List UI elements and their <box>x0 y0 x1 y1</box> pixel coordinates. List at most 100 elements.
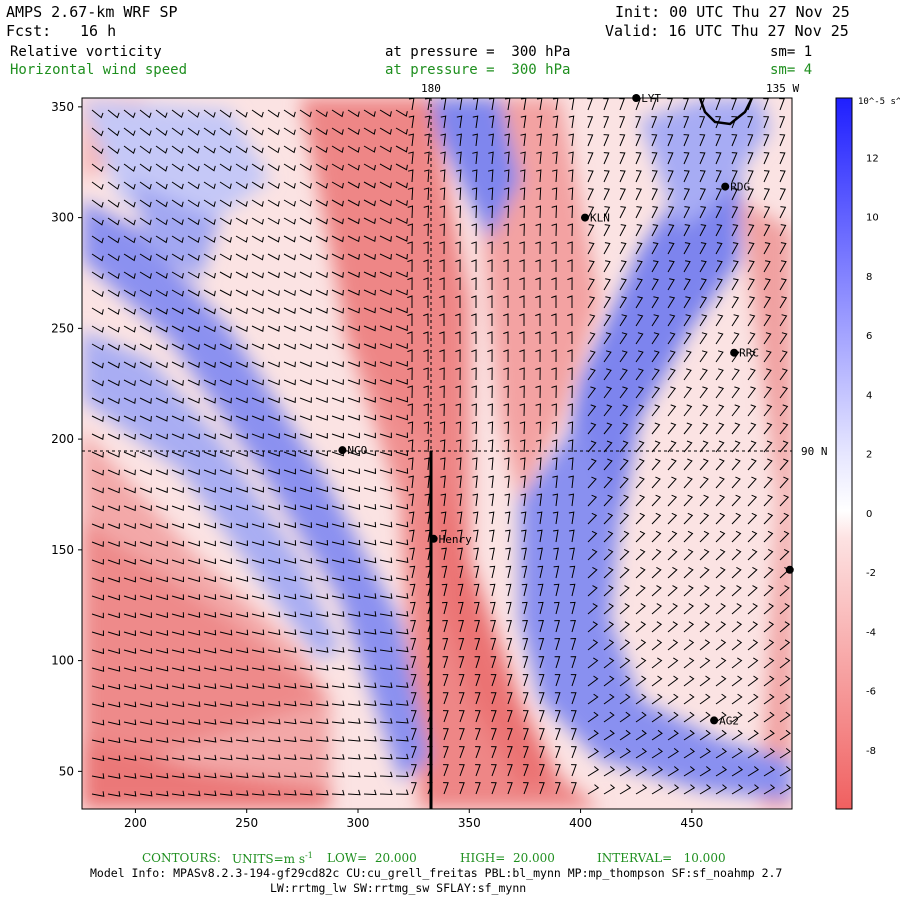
wind-barb <box>347 397 360 403</box>
wind-barb <box>410 710 417 723</box>
wind-barb <box>251 647 265 654</box>
wind-barb <box>251 451 264 457</box>
wind-barb <box>235 307 248 315</box>
wind-barb <box>363 753 377 760</box>
wind-barb <box>747 206 755 219</box>
wind-barb <box>139 217 152 226</box>
wind-barb <box>567 385 573 399</box>
wind-barb <box>187 253 200 261</box>
wind-barb <box>488 475 494 489</box>
wind-barb <box>251 558 265 564</box>
wind-barb <box>538 692 545 705</box>
wind-barb <box>520 475 526 489</box>
wind-barb <box>251 361 264 368</box>
wind-barb <box>699 458 709 471</box>
wind-barb <box>347 718 361 724</box>
wind-barb <box>187 522 200 529</box>
colorbar-tick-label: 8 <box>866 272 872 283</box>
wind-barb <box>139 719 153 726</box>
wind-barb <box>171 325 184 333</box>
wind-barb <box>439 385 445 399</box>
wind-barb <box>251 145 264 154</box>
wind-barb <box>455 421 462 435</box>
wind-barb <box>635 639 647 651</box>
wind-barb <box>587 603 598 615</box>
wind-barb <box>187 199 200 208</box>
wind-barb <box>171 683 185 690</box>
wind-barb <box>603 98 609 111</box>
wind-barb <box>779 494 790 507</box>
wind-barb <box>667 404 677 417</box>
wind-barb <box>299 789 313 796</box>
field2-level: at pressure = 300 hPa <box>385 62 571 78</box>
colorbar-tick-label: -2 <box>866 568 876 579</box>
wind-barb <box>331 611 345 617</box>
wind-barb <box>407 187 414 201</box>
wind-barb <box>187 379 200 386</box>
wind-barb <box>503 259 509 273</box>
wind-barb <box>299 289 312 296</box>
wind-barb <box>619 494 630 507</box>
wind-barb <box>779 260 787 273</box>
wind-barb <box>203 469 216 476</box>
wind-barb <box>683 188 690 201</box>
wind-barb <box>219 522 232 529</box>
wind-barb <box>171 772 185 779</box>
wind-barb <box>635 621 647 633</box>
wind-barb <box>458 619 464 633</box>
wind-barb <box>567 277 573 291</box>
wind-barb <box>651 170 658 183</box>
wind-barb <box>299 736 313 742</box>
wind-barb <box>267 790 281 796</box>
wind-barb <box>603 784 616 795</box>
wind-barb <box>503 331 509 344</box>
wind-barb <box>283 253 296 261</box>
wind-barb <box>472 493 479 507</box>
wind-barb <box>567 331 573 344</box>
wind-barb <box>235 558 249 564</box>
wind-barb <box>139 271 152 279</box>
wind-barb <box>363 163 376 171</box>
wind-barb <box>667 188 674 201</box>
wind-barb <box>490 637 497 651</box>
wind-barb <box>619 585 630 597</box>
wind-barb <box>488 511 495 525</box>
wind-barb <box>251 343 264 350</box>
wind-barb <box>554 710 561 723</box>
wind-barb <box>535 403 541 417</box>
wind-barb <box>299 343 312 350</box>
wind-barb <box>699 494 710 507</box>
wind-barb <box>619 296 628 309</box>
wind-barb <box>779 386 789 399</box>
wind-barb <box>203 181 216 190</box>
wind-barb <box>635 585 646 597</box>
wind-barb <box>587 224 595 237</box>
wind-barb <box>536 511 543 525</box>
wind-barb <box>455 367 461 381</box>
wind-barb <box>187 683 201 690</box>
wind-barb <box>315 253 328 261</box>
wind-barb <box>187 433 200 440</box>
wind-barb <box>395 396 408 403</box>
wind-barb <box>715 224 723 237</box>
wind-barb <box>283 629 297 636</box>
wind-barb <box>763 585 774 597</box>
wind-barb <box>551 205 558 219</box>
wind-barb <box>283 163 296 172</box>
wind-barb <box>506 656 513 669</box>
wind-barb <box>407 457 414 471</box>
wind-barb <box>203 253 216 261</box>
wind-barb <box>568 475 574 489</box>
wind-barb <box>409 547 415 561</box>
wind-barb <box>763 494 774 507</box>
wind-barb <box>487 277 493 291</box>
wind-barb <box>731 134 738 147</box>
wind-barb <box>779 278 787 291</box>
wind-barb <box>123 109 136 119</box>
wind-barb <box>519 331 525 344</box>
wind-barb <box>283 217 296 225</box>
wind-barb <box>123 737 137 744</box>
wind-barb <box>123 163 136 172</box>
wind-barb <box>747 350 756 363</box>
